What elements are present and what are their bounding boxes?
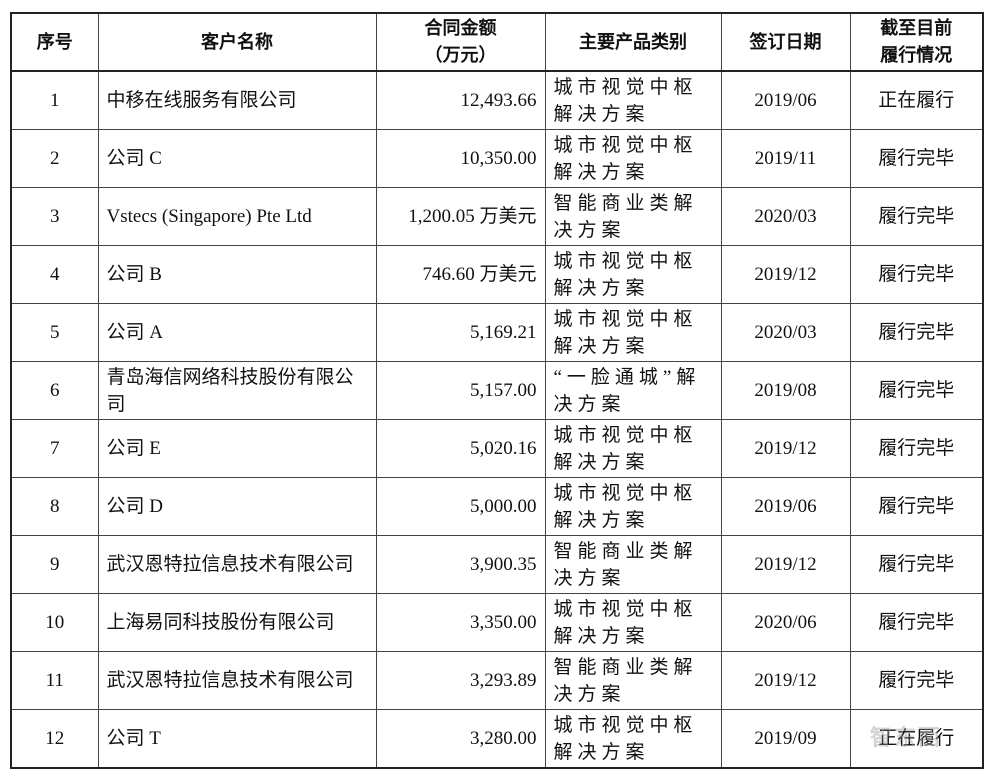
cell-customer: 武汉恩特拉信息技术有限公司 — [97, 651, 377, 710]
cell-amount: 5,000.00 — [375, 477, 546, 536]
cell-product: 智能商业类解决方案 — [544, 535, 722, 594]
cell-customer: 公司 D — [97, 477, 377, 536]
cell-product: 智能商业类解决方案 — [544, 651, 722, 710]
cell-amount: 3,350.00 — [375, 593, 546, 652]
cell-status: 正在履行 — [849, 70, 984, 130]
cell-status: 履行完毕 — [849, 187, 984, 246]
header-status-line1: 截至目前 — [880, 18, 953, 39]
watermark-logo: 智东西 — [870, 726, 943, 751]
cell-product: 城市视觉中枢解决方案 — [544, 709, 722, 769]
cell-customer: 中移在线服务有限公司 — [97, 70, 377, 130]
cell-status: 履行完毕 — [849, 593, 984, 652]
cell-customer: 公司 A — [97, 303, 377, 362]
cell-customer: 公司 B — [97, 245, 377, 304]
header-row: 序号 客户名称 合同金额 （万元） 主要产品类别 签订日期 截至目前履行情况 — [10, 12, 984, 72]
table-row: 10 上海易同科技股份有限公司 3,350.00 城市视觉中枢解决方案 2020/06 履… — [10, 593, 984, 652]
cell-amount: 746.60 万美元 — [375, 245, 546, 304]
cell-customer: 武汉恩特拉信息技术有限公司 — [97, 535, 377, 594]
table-row: 1 中移在线服务有限公司 12,493.66 城市视觉中枢解决方案 2019/06 正在履… — [10, 70, 984, 130]
cell-no: 1 — [10, 70, 99, 130]
header-status: 截至目前 履行情况 — [849, 12, 984, 72]
header-amount-line1: 合同金额 — [424, 18, 497, 39]
table-row: 8 公司 D 5,000.00 城市视觉中枢解决方案 2019/06 履行完毕 — [10, 477, 984, 536]
cell-date: 2019/06 — [720, 70, 851, 130]
cell-amount: 1,200.05 万美元 — [375, 187, 546, 246]
cell-no: 9 — [10, 535, 99, 594]
cell-date: 2020/03 — [720, 187, 851, 246]
table-row: 2 公司 C 10,350.00 城市视觉中枢解决方案 2019/11 履行完毕 — [10, 129, 984, 188]
cell-no: 11 — [10, 651, 99, 710]
cell-no: 4 — [10, 245, 99, 304]
cell-amount: 3,280.00 — [375, 709, 546, 769]
cell-product: 城市视觉中枢解决方案 — [544, 303, 722, 362]
cell-date: 2019/12 — [720, 535, 851, 594]
cell-customer: 公司 T — [97, 709, 377, 769]
table-row: 5 公司 A 5,169.21 城市视觉中枢解决方案 2020/03 履行完毕 — [10, 303, 984, 362]
table-row: 3 Vstecs (Singapore) Pte Ltd 1,200.05 万美元智… — [10, 187, 984, 246]
cell-product: 城市视觉中枢解决方案 — [544, 593, 722, 652]
cell-amount: 5,157.00 — [375, 361, 546, 420]
cell-customer: 青岛海信网络科技股份有限公司 — [97, 361, 377, 420]
cell-amount: 3,900.35 — [375, 535, 546, 594]
cell-status: 正在履行 — [849, 709, 984, 769]
cell-status: 履行完毕 — [849, 651, 984, 710]
header-amount-line2: （万元） — [424, 45, 497, 66]
cell-date: 2020/03 — [720, 303, 851, 362]
table-row: 12 公司 T 3,280.00 城市视觉中枢解决方案 2019/09 正在履行 — [10, 709, 984, 769]
table-row: 7 公司 E 5,020.16 城市视觉中枢解决方案 2019/12 履行完毕 — [10, 419, 984, 478]
table-row: 6 青岛海信网络科技股份有限公司 5,157.00 “一脸通城”解决方案 2019/08… — [10, 361, 984, 420]
cell-date: 2019/12 — [720, 651, 851, 710]
cell-date: 2019/09 — [720, 709, 851, 769]
cell-product: 智能商业类解决方案 — [544, 187, 722, 246]
table-row: 4 公司 B 746.60 万美元 城市视觉中枢解决方案 2019/12 履行完毕 — [10, 245, 984, 304]
header-product: 主要产品类别 — [544, 12, 722, 72]
cell-no: 6 — [10, 361, 99, 420]
cell-amount: 12,493.66 — [375, 70, 546, 130]
cell-product: 城市视觉中枢解决方案 — [544, 129, 722, 188]
header-date: 签订日期 — [720, 12, 851, 72]
cell-date: 2019/11 — [720, 129, 851, 188]
header-amount: 合同金额 （万元） — [375, 12, 546, 72]
cell-customer: 公司 E — [97, 419, 377, 478]
cell-date: 2019/08 — [720, 361, 851, 420]
cell-status: 履行完毕 — [849, 419, 984, 478]
cell-status: 履行完毕 — [849, 477, 984, 536]
cell-date: 2019/12 — [720, 245, 851, 304]
cell-status: 履行完毕 — [849, 303, 984, 362]
cell-date: 2019/06 — [720, 477, 851, 536]
cell-no: 12 — [10, 709, 99, 769]
cell-no: 3 — [10, 187, 99, 246]
cell-customer: 公司 C — [97, 129, 377, 188]
table-row: 9 武汉恩特拉信息技术有限公司 3,900.35 智能商业类解决方案 2019/12 履行… — [10, 535, 984, 594]
cell-amount: 3,293.89 — [375, 651, 546, 710]
cell-product: 城市视觉中枢解决方案 — [544, 70, 722, 130]
cell-no: 7 — [10, 419, 99, 478]
header-customer: 客户名称 — [97, 12, 377, 72]
cell-no: 2 — [10, 129, 99, 188]
cell-amount: 5,020.16 — [375, 419, 546, 478]
cell-product: 城市视觉中枢解决方案 — [544, 245, 722, 304]
cell-product: 城市视觉中枢解决方案 — [544, 419, 722, 478]
cell-amount: 5,169.21 — [375, 303, 546, 362]
cell-product: 城市视觉中枢解决方案 — [544, 477, 722, 536]
cell-status: 履行完毕 — [849, 361, 984, 420]
cell-status: 履行完毕 — [849, 245, 984, 304]
table-row: 11 武汉恩特拉信息技术有限公司 3,293.89 智能商业类解决方案 2019/12 履… — [10, 651, 984, 710]
cell-customer: 上海易同科技股份有限公司 — [97, 593, 377, 652]
cell-no: 8 — [10, 477, 99, 536]
header-no: 序号 — [10, 12, 99, 72]
cell-no: 5 — [10, 303, 99, 362]
cell-product: “一脸通城”解决方案 — [544, 361, 722, 420]
cell-date: 2019/12 — [720, 419, 851, 478]
cell-amount: 10,350.00 — [375, 129, 546, 188]
header-status-line2: 履行情况 — [880, 45, 953, 66]
cell-customer: Vstecs (Singapore) Pte Ltd — [97, 187, 377, 246]
cell-no: 10 — [10, 593, 99, 652]
cell-date: 2020/06 — [720, 593, 851, 652]
cell-status: 履行完毕 — [849, 535, 984, 594]
cell-status: 履行完毕 — [849, 129, 984, 188]
